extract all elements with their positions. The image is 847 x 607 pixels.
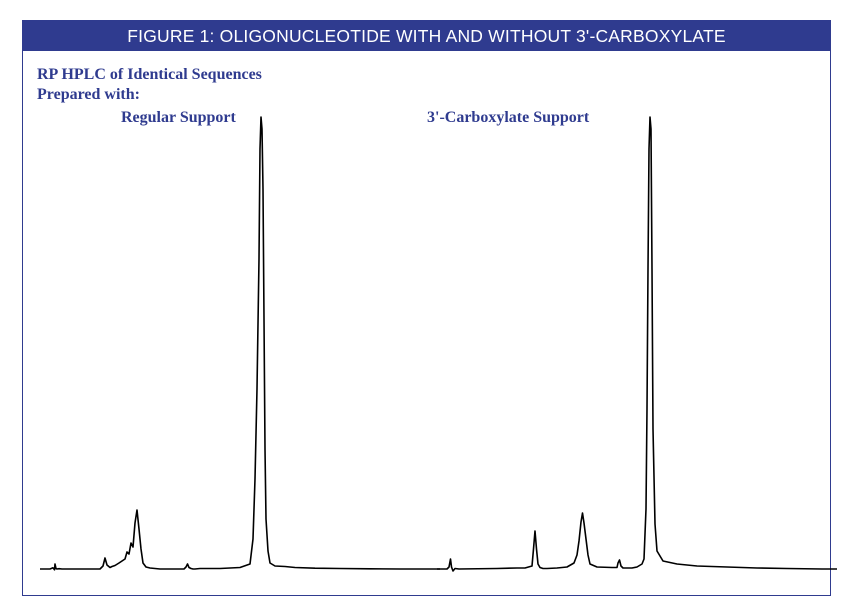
carboxylate-support-trace — [437, 116, 837, 572]
caption-line-2: Prepared with: — [37, 86, 140, 103]
figure-frame: FIGURE 1: OLIGONUCLEOTIDE WITH AND WITHO… — [22, 20, 831, 596]
regular-support-trace — [40, 116, 440, 571]
figure-title: FIGURE 1: OLIGONUCLEOTIDE WITH AND WITHO… — [23, 21, 830, 51]
regular-support-label: Regular Support — [121, 109, 236, 126]
caption-line-1: RP HPLC of Identical Sequences — [37, 66, 262, 83]
carboxylate-support-label: 3'-Carboxylate Support — [427, 109, 590, 126]
